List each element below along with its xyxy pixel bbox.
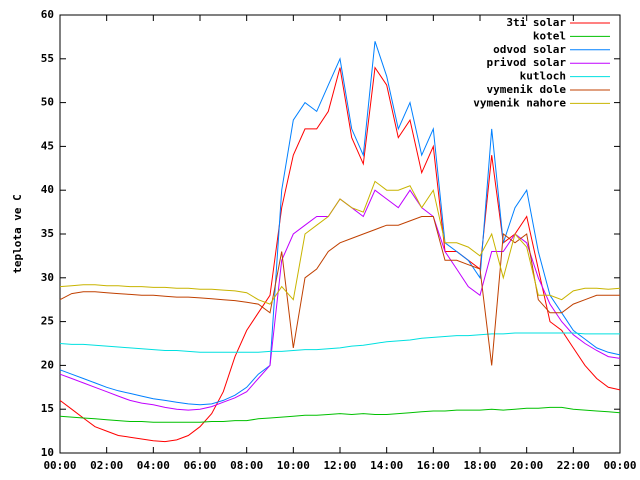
series-line (59, 41, 621, 406)
legend-label: 3ti solar (506, 16, 566, 29)
y-tick-label: 25 (41, 315, 54, 328)
x-tick-label: 18:00 (463, 459, 496, 472)
y-tick-label: 30 (41, 271, 54, 284)
y-tick-label: 55 (41, 52, 54, 65)
series-line (59, 332, 620, 353)
legend-label: vymenik nahore (473, 96, 566, 109)
y-tick-label: 10 (41, 446, 54, 459)
x-tick-label: 12:00 (323, 459, 356, 472)
series-line (59, 180, 621, 305)
x-tick-label: 08:00 (230, 459, 263, 472)
series-line (59, 66, 621, 443)
x-tick-label: 20:00 (510, 459, 543, 472)
y-tick-label: 40 (41, 183, 54, 196)
series-line (59, 189, 621, 411)
y-tick-label: 35 (41, 227, 54, 240)
x-tick-label: 02:00 (90, 459, 123, 472)
legend-label: odvod solar (493, 43, 566, 56)
x-tick-label: 16:00 (417, 459, 450, 472)
y-tick-label: 45 (41, 139, 54, 152)
series-line (59, 406, 621, 423)
x-tick-label: 00:00 (603, 459, 636, 472)
x-tick-label: 22:00 (557, 459, 590, 472)
series-line (59, 216, 620, 366)
y-tick-label: 20 (41, 358, 54, 371)
y-tick-label: 15 (41, 402, 54, 415)
x-tick-label: 06:00 (183, 459, 216, 472)
legend-label: vymenik dole (487, 83, 567, 96)
legend-label: privod solar (487, 56, 567, 69)
y-axis-label: teplota ve C (11, 194, 24, 273)
y-tick-label: 50 (41, 96, 54, 109)
x-tick-label: 14:00 (370, 459, 403, 472)
legend-label: kutloch (520, 70, 566, 83)
x-tick-label: 00:00 (43, 459, 76, 472)
x-tick-label: 04:00 (137, 459, 170, 472)
legend-label: kotel (533, 29, 566, 42)
y-tick-label: 60 (41, 8, 54, 21)
x-tick-label: 10:00 (277, 459, 310, 472)
